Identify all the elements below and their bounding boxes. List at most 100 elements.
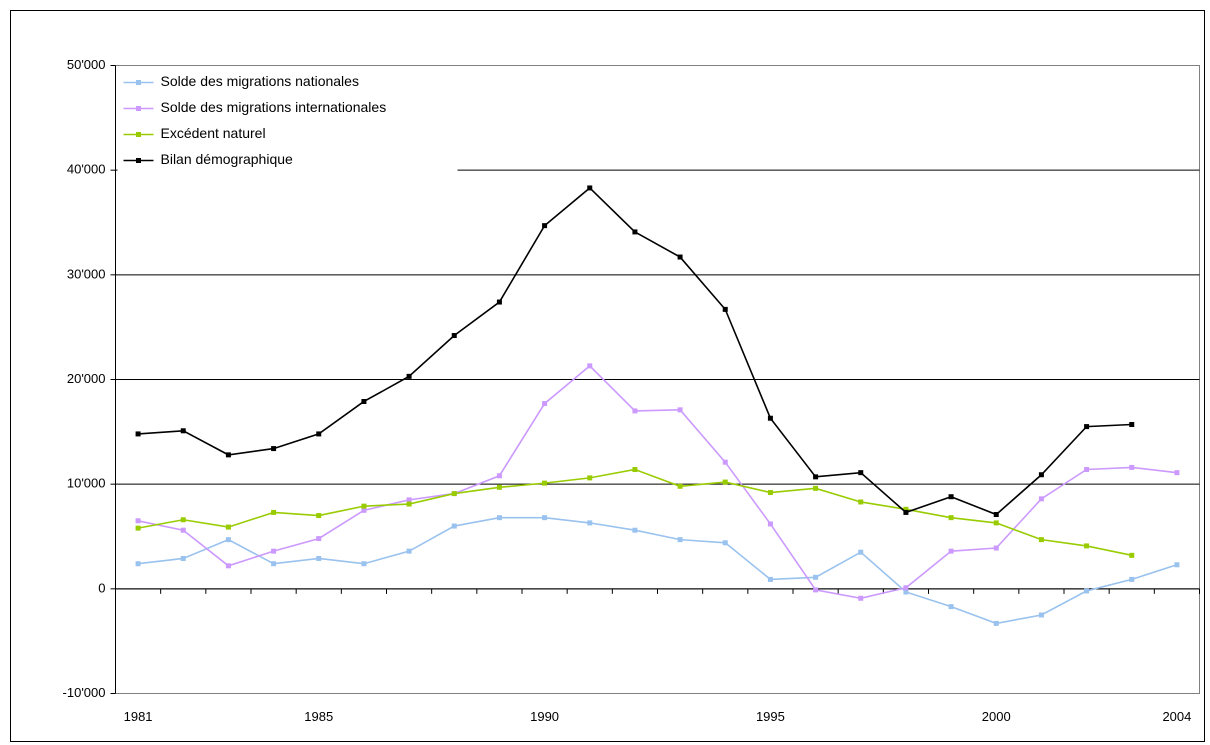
point-marker (1038, 472, 1044, 478)
point-marker (993, 620, 999, 626)
point-marker (542, 515, 548, 521)
point-marker (496, 484, 502, 490)
point-marker (316, 431, 322, 437)
point-marker (1084, 543, 1090, 549)
y-tick-label: 50'000 (67, 57, 106, 72)
x-tick-label: 2000 (982, 709, 1011, 724)
point-marker (993, 520, 999, 526)
x-tick-label: 2004 (1162, 709, 1191, 724)
legend-marker (136, 132, 141, 137)
point-marker (993, 545, 999, 551)
point-marker (767, 576, 773, 582)
point-marker (361, 507, 367, 513)
point-marker (903, 589, 909, 595)
point-marker (722, 479, 728, 485)
x-tick-label: 1990 (530, 709, 559, 724)
point-marker (858, 549, 864, 555)
point-marker (1174, 562, 1180, 568)
point-marker (677, 407, 683, 413)
point-marker (1038, 496, 1044, 502)
point-marker (722, 306, 728, 312)
point-marker (993, 512, 999, 518)
point-marker (406, 373, 412, 379)
point-marker (361, 503, 367, 509)
point-marker (135, 431, 141, 437)
point-marker (677, 254, 683, 260)
point-marker (496, 515, 502, 521)
point-marker (1174, 470, 1180, 476)
point-marker (677, 537, 683, 543)
point-marker (496, 299, 502, 305)
point-marker (1038, 612, 1044, 618)
point-marker (1129, 552, 1135, 558)
x-tick-label: 1981 (124, 709, 153, 724)
point-marker (587, 520, 593, 526)
point-marker (632, 408, 638, 414)
point-marker (632, 467, 638, 473)
legend-marker (136, 106, 141, 111)
point-marker (451, 333, 457, 339)
point-marker (767, 521, 773, 527)
point-marker (1129, 422, 1135, 428)
y-tick-label: 30'000 (67, 266, 106, 281)
point-marker (632, 229, 638, 235)
legend-marker (136, 158, 141, 163)
point-marker (406, 501, 412, 507)
point-marker (406, 497, 412, 503)
point-marker (180, 428, 186, 434)
point-marker (587, 475, 593, 481)
point-marker (316, 555, 322, 561)
point-marker (225, 452, 231, 458)
point-marker (587, 185, 593, 191)
point-marker (767, 490, 773, 496)
point-marker (271, 446, 277, 452)
point-marker (903, 509, 909, 515)
point-marker (316, 536, 322, 542)
point-marker (406, 548, 412, 554)
legend-label: Solde des migrations nationales (161, 73, 359, 89)
legend-marker (136, 80, 141, 85)
y-tick-label: 0 (98, 580, 105, 595)
point-marker (225, 524, 231, 530)
x-tick-label: 1995 (756, 709, 785, 724)
point-marker (813, 574, 819, 580)
point-marker (271, 548, 277, 554)
x-tick-label: 1985 (304, 709, 333, 724)
point-marker (542, 223, 548, 229)
point-marker (542, 401, 548, 407)
point-marker (767, 415, 773, 421)
y-tick-label: 20'000 (67, 371, 106, 386)
point-marker (451, 523, 457, 529)
point-marker (1084, 588, 1090, 594)
series-line (137, 364, 1178, 600)
point-marker (1038, 537, 1044, 543)
point-marker (722, 540, 728, 546)
legend-box (117, 69, 458, 178)
y-tick-label: -10'000 (63, 685, 106, 700)
point-marker (451, 491, 457, 497)
point-marker (135, 518, 141, 524)
legend-label: Bilan démographique (161, 151, 294, 167)
legend-label: Solde des migrations internationales (161, 99, 387, 115)
series-line (137, 516, 1178, 625)
point-marker (948, 515, 954, 521)
point-marker (858, 499, 864, 505)
point-marker (948, 548, 954, 554)
point-marker (813, 474, 819, 480)
point-marker (903, 506, 909, 512)
point-marker (948, 604, 954, 610)
y-tick-label: 10'000 (67, 476, 106, 491)
point-marker (180, 517, 186, 523)
point-marker (135, 561, 141, 567)
point-marker (496, 473, 502, 479)
point-marker (316, 513, 322, 519)
point-marker (135, 525, 141, 531)
point-marker (903, 585, 909, 591)
point-marker (361, 398, 367, 404)
point-marker (813, 587, 819, 593)
point-marker (361, 561, 367, 567)
point-marker (542, 480, 548, 486)
point-marker (858, 595, 864, 601)
point-marker (1084, 424, 1090, 430)
